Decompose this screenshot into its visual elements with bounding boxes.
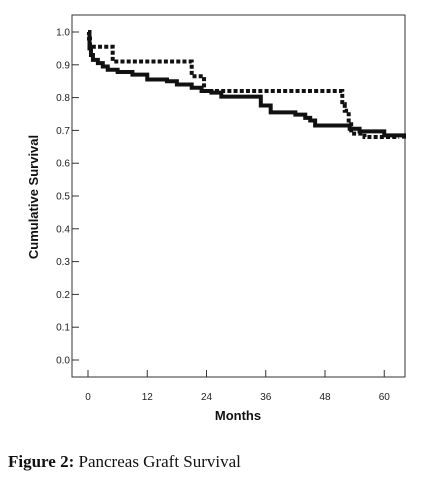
x-tick-label: 48 (319, 392, 331, 403)
y-tick-label: 0.8 (56, 93, 70, 104)
x-tick-label: 0 (85, 392, 91, 403)
figure-caption: Figure 2: Pancreas Graft Survival (8, 452, 241, 472)
solid-survival-curve (87, 30, 406, 139)
y-tick-label: 0.7 (56, 126, 70, 137)
x-axis: 0 12 24 36 48 60 (85, 370, 390, 403)
caption-text: Pancreas Graft Survival (78, 452, 241, 471)
y-tick-label: 0.1 (56, 323, 70, 334)
y-axis-title: Cumulative Survival (26, 135, 41, 259)
x-tick-label: 12 (142, 392, 154, 403)
plot-frame (71, 14, 406, 378)
survival-chart: 0.0 0.1 0.2 0.3 0.4 0.5 0.6 0.7 0.8 0.9 1.0 0 12 24 3… (26, 14, 406, 423)
y-tick-label: 0.2 (56, 290, 70, 301)
x-axis-title: Months (215, 408, 261, 423)
x-tick-label: 24 (201, 392, 213, 403)
y-tick-label: 0.0 (56, 356, 70, 367)
y-tick-label: 0.5 (56, 192, 70, 203)
y-tick-label: 0.3 (56, 257, 70, 268)
y-tick-label: 0.6 (56, 159, 70, 170)
y-tick-label: 0.9 (56, 60, 70, 71)
caption-label: Figure 2: (8, 452, 75, 471)
y-tick-label: 0.4 (56, 224, 70, 235)
series-layer (86, 30, 406, 139)
y-tick-label: 1.0 (56, 28, 70, 39)
dotted-survival-curve (86, 30, 400, 139)
y-axis: 0.0 0.1 0.2 0.3 0.4 0.5 0.6 0.7 0.8 0.9 1.0 (56, 28, 79, 367)
x-tick-label: 60 (379, 392, 391, 403)
x-tick-label: 36 (260, 392, 272, 403)
